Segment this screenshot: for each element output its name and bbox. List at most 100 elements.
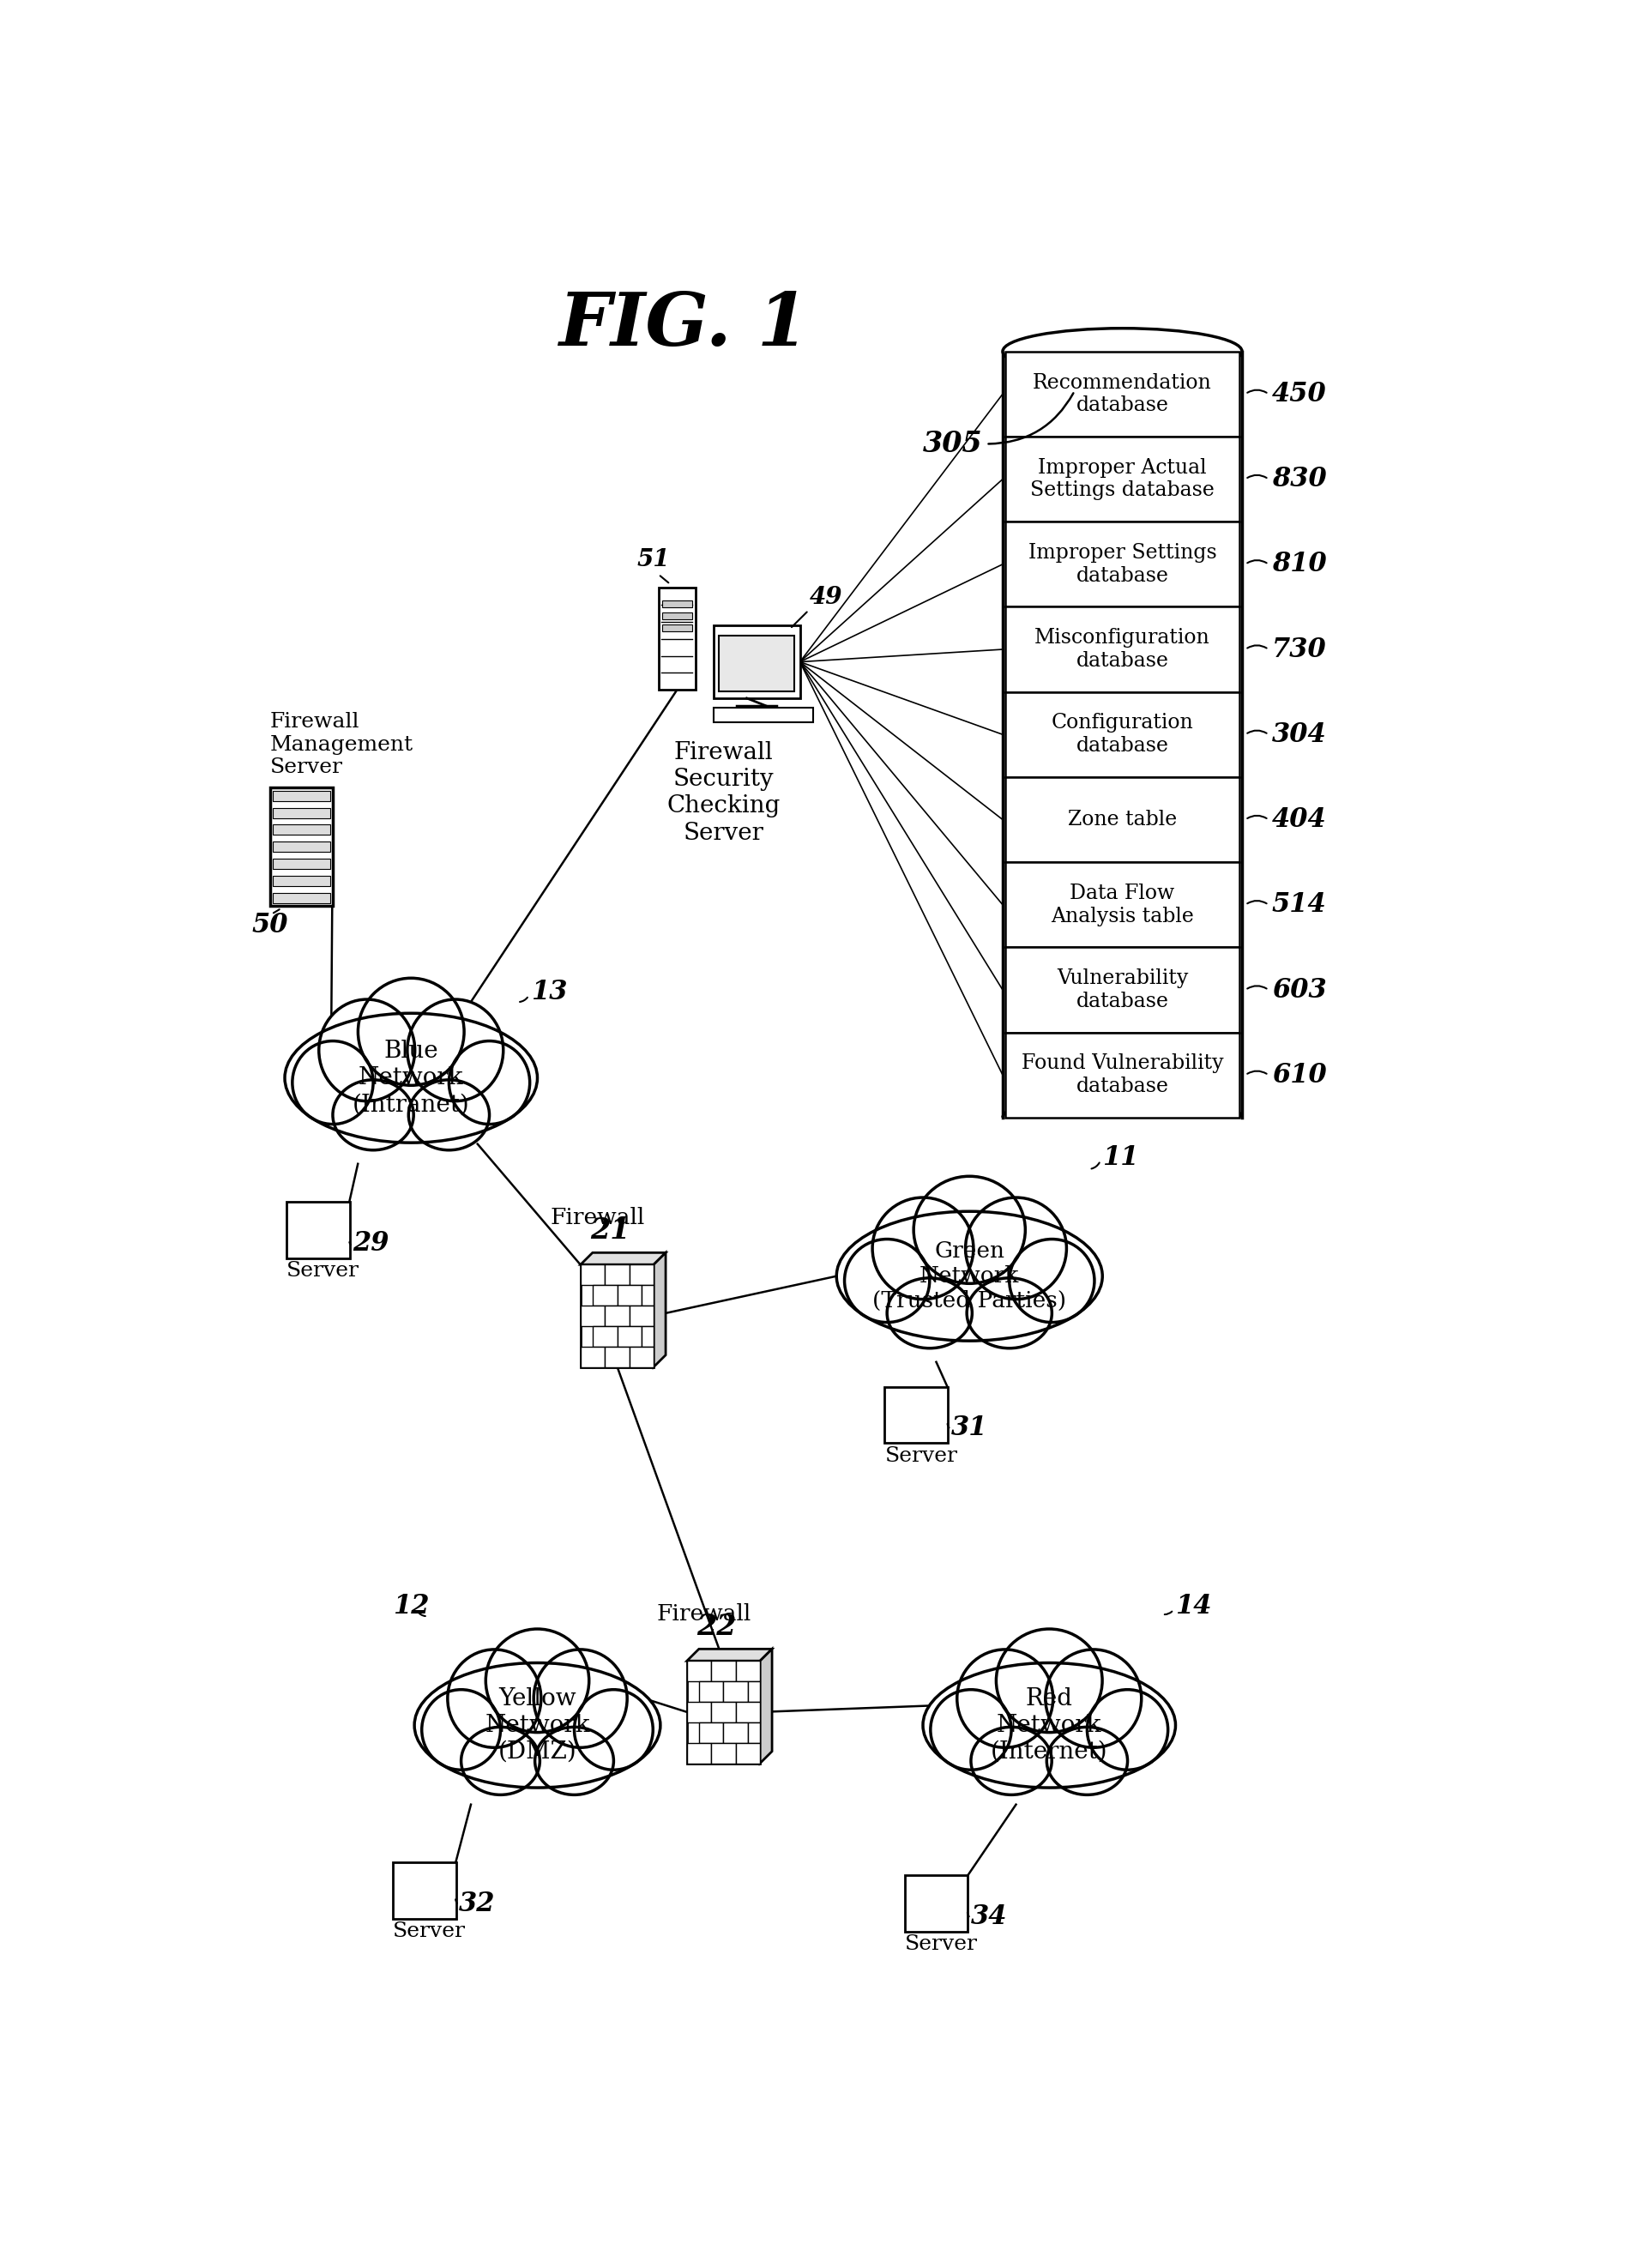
Ellipse shape bbox=[318, 1000, 415, 1100]
Ellipse shape bbox=[421, 1690, 500, 1769]
Text: 50: 50 bbox=[253, 912, 289, 939]
Ellipse shape bbox=[333, 1080, 413, 1150]
Ellipse shape bbox=[448, 1649, 541, 1749]
Ellipse shape bbox=[1045, 1649, 1141, 1749]
FancyBboxPatch shape bbox=[699, 1721, 723, 1742]
Ellipse shape bbox=[968, 1277, 1051, 1347]
Text: 32: 32 bbox=[459, 1889, 495, 1916]
FancyBboxPatch shape bbox=[663, 612, 692, 619]
FancyBboxPatch shape bbox=[272, 841, 330, 853]
Text: Red
Network
(Internet): Red Network (Internet) bbox=[991, 1687, 1109, 1765]
FancyBboxPatch shape bbox=[287, 1202, 349, 1259]
Text: Firewall
Management
Server: Firewall Management Server bbox=[271, 712, 413, 778]
FancyBboxPatch shape bbox=[271, 787, 333, 907]
Text: Zone table: Zone table bbox=[1068, 810, 1178, 830]
Ellipse shape bbox=[958, 1649, 1053, 1749]
Ellipse shape bbox=[872, 1198, 974, 1300]
Text: Configuration
database: Configuration database bbox=[1051, 712, 1194, 755]
Ellipse shape bbox=[1046, 1726, 1128, 1794]
Ellipse shape bbox=[923, 1662, 1176, 1787]
FancyBboxPatch shape bbox=[1005, 608, 1240, 692]
Text: Blue
Network
(Intranet): Blue Network (Intranet) bbox=[353, 1039, 469, 1116]
Text: 603: 603 bbox=[1273, 978, 1327, 1002]
FancyBboxPatch shape bbox=[272, 792, 330, 801]
FancyBboxPatch shape bbox=[905, 1876, 968, 1932]
FancyBboxPatch shape bbox=[581, 1347, 605, 1368]
Text: 11: 11 bbox=[1102, 1143, 1138, 1170]
FancyBboxPatch shape bbox=[736, 1701, 759, 1721]
FancyBboxPatch shape bbox=[713, 708, 813, 723]
Text: 12: 12 bbox=[394, 1592, 430, 1619]
FancyBboxPatch shape bbox=[659, 587, 695, 689]
FancyBboxPatch shape bbox=[630, 1306, 654, 1327]
Ellipse shape bbox=[887, 1277, 973, 1347]
Text: 49: 49 bbox=[810, 585, 843, 610]
FancyBboxPatch shape bbox=[1005, 862, 1240, 948]
Ellipse shape bbox=[408, 1080, 489, 1150]
Ellipse shape bbox=[845, 1238, 930, 1322]
Ellipse shape bbox=[1087, 1690, 1168, 1769]
Text: Green
Network
(Trusted Parties): Green Network (Trusted Parties) bbox=[872, 1241, 1066, 1311]
FancyBboxPatch shape bbox=[1005, 692, 1240, 778]
FancyBboxPatch shape bbox=[605, 1306, 630, 1327]
Text: Yellow
Network
(DMZ): Yellow Network (DMZ) bbox=[485, 1687, 590, 1765]
FancyBboxPatch shape bbox=[581, 1266, 654, 1368]
FancyBboxPatch shape bbox=[394, 1862, 456, 1919]
Text: Found Vulnerability
database: Found Vulnerability database bbox=[1022, 1055, 1223, 1095]
Text: 34: 34 bbox=[971, 1903, 1007, 1930]
FancyBboxPatch shape bbox=[272, 894, 330, 903]
Text: Firewall
Security
Checking
Server: Firewall Security Checking Server bbox=[667, 742, 781, 844]
FancyBboxPatch shape bbox=[1005, 352, 1240, 435]
FancyBboxPatch shape bbox=[605, 1266, 630, 1286]
FancyBboxPatch shape bbox=[748, 1681, 759, 1701]
Text: 14: 14 bbox=[1176, 1592, 1212, 1619]
FancyBboxPatch shape bbox=[736, 1660, 759, 1681]
FancyBboxPatch shape bbox=[617, 1286, 641, 1306]
Ellipse shape bbox=[415, 1662, 661, 1787]
Text: FIG. 1: FIG. 1 bbox=[559, 290, 809, 361]
Text: 304: 304 bbox=[1273, 721, 1327, 748]
FancyBboxPatch shape bbox=[723, 1681, 748, 1701]
FancyBboxPatch shape bbox=[581, 1266, 605, 1286]
Polygon shape bbox=[687, 1649, 772, 1660]
FancyBboxPatch shape bbox=[630, 1347, 654, 1368]
Text: 450: 450 bbox=[1273, 381, 1327, 408]
FancyBboxPatch shape bbox=[723, 1721, 748, 1742]
FancyBboxPatch shape bbox=[687, 1742, 712, 1762]
Text: 830: 830 bbox=[1273, 465, 1327, 492]
Ellipse shape bbox=[574, 1690, 653, 1769]
Polygon shape bbox=[759, 1649, 772, 1762]
FancyBboxPatch shape bbox=[1005, 435, 1240, 522]
Text: 21: 21 bbox=[590, 1216, 630, 1245]
FancyBboxPatch shape bbox=[605, 1347, 630, 1368]
FancyBboxPatch shape bbox=[713, 626, 800, 699]
Text: 51: 51 bbox=[638, 549, 671, 572]
Ellipse shape bbox=[995, 1628, 1102, 1733]
FancyBboxPatch shape bbox=[641, 1327, 654, 1347]
FancyBboxPatch shape bbox=[617, 1327, 641, 1347]
Ellipse shape bbox=[1009, 1238, 1094, 1322]
FancyBboxPatch shape bbox=[663, 624, 692, 631]
FancyBboxPatch shape bbox=[687, 1660, 712, 1681]
FancyBboxPatch shape bbox=[748, 1721, 759, 1742]
FancyBboxPatch shape bbox=[1005, 948, 1240, 1032]
Ellipse shape bbox=[971, 1726, 1051, 1794]
Text: Data Flow
Analysis table: Data Flow Analysis table bbox=[1051, 885, 1194, 925]
Text: Server: Server bbox=[905, 1935, 977, 1955]
FancyBboxPatch shape bbox=[718, 635, 795, 692]
Text: 514: 514 bbox=[1273, 891, 1327, 919]
FancyBboxPatch shape bbox=[712, 1742, 736, 1762]
FancyBboxPatch shape bbox=[663, 601, 692, 608]
Text: 404: 404 bbox=[1273, 807, 1327, 832]
Text: 610: 610 bbox=[1273, 1061, 1327, 1089]
Text: 29: 29 bbox=[353, 1229, 389, 1256]
Text: 305: 305 bbox=[923, 429, 982, 458]
FancyBboxPatch shape bbox=[687, 1660, 759, 1762]
Ellipse shape bbox=[461, 1726, 540, 1794]
FancyBboxPatch shape bbox=[699, 1681, 723, 1701]
FancyBboxPatch shape bbox=[712, 1701, 736, 1721]
Text: Improper Settings
database: Improper Settings database bbox=[1028, 542, 1217, 585]
Ellipse shape bbox=[913, 1177, 1025, 1284]
FancyBboxPatch shape bbox=[272, 875, 330, 887]
Ellipse shape bbox=[285, 1014, 538, 1143]
